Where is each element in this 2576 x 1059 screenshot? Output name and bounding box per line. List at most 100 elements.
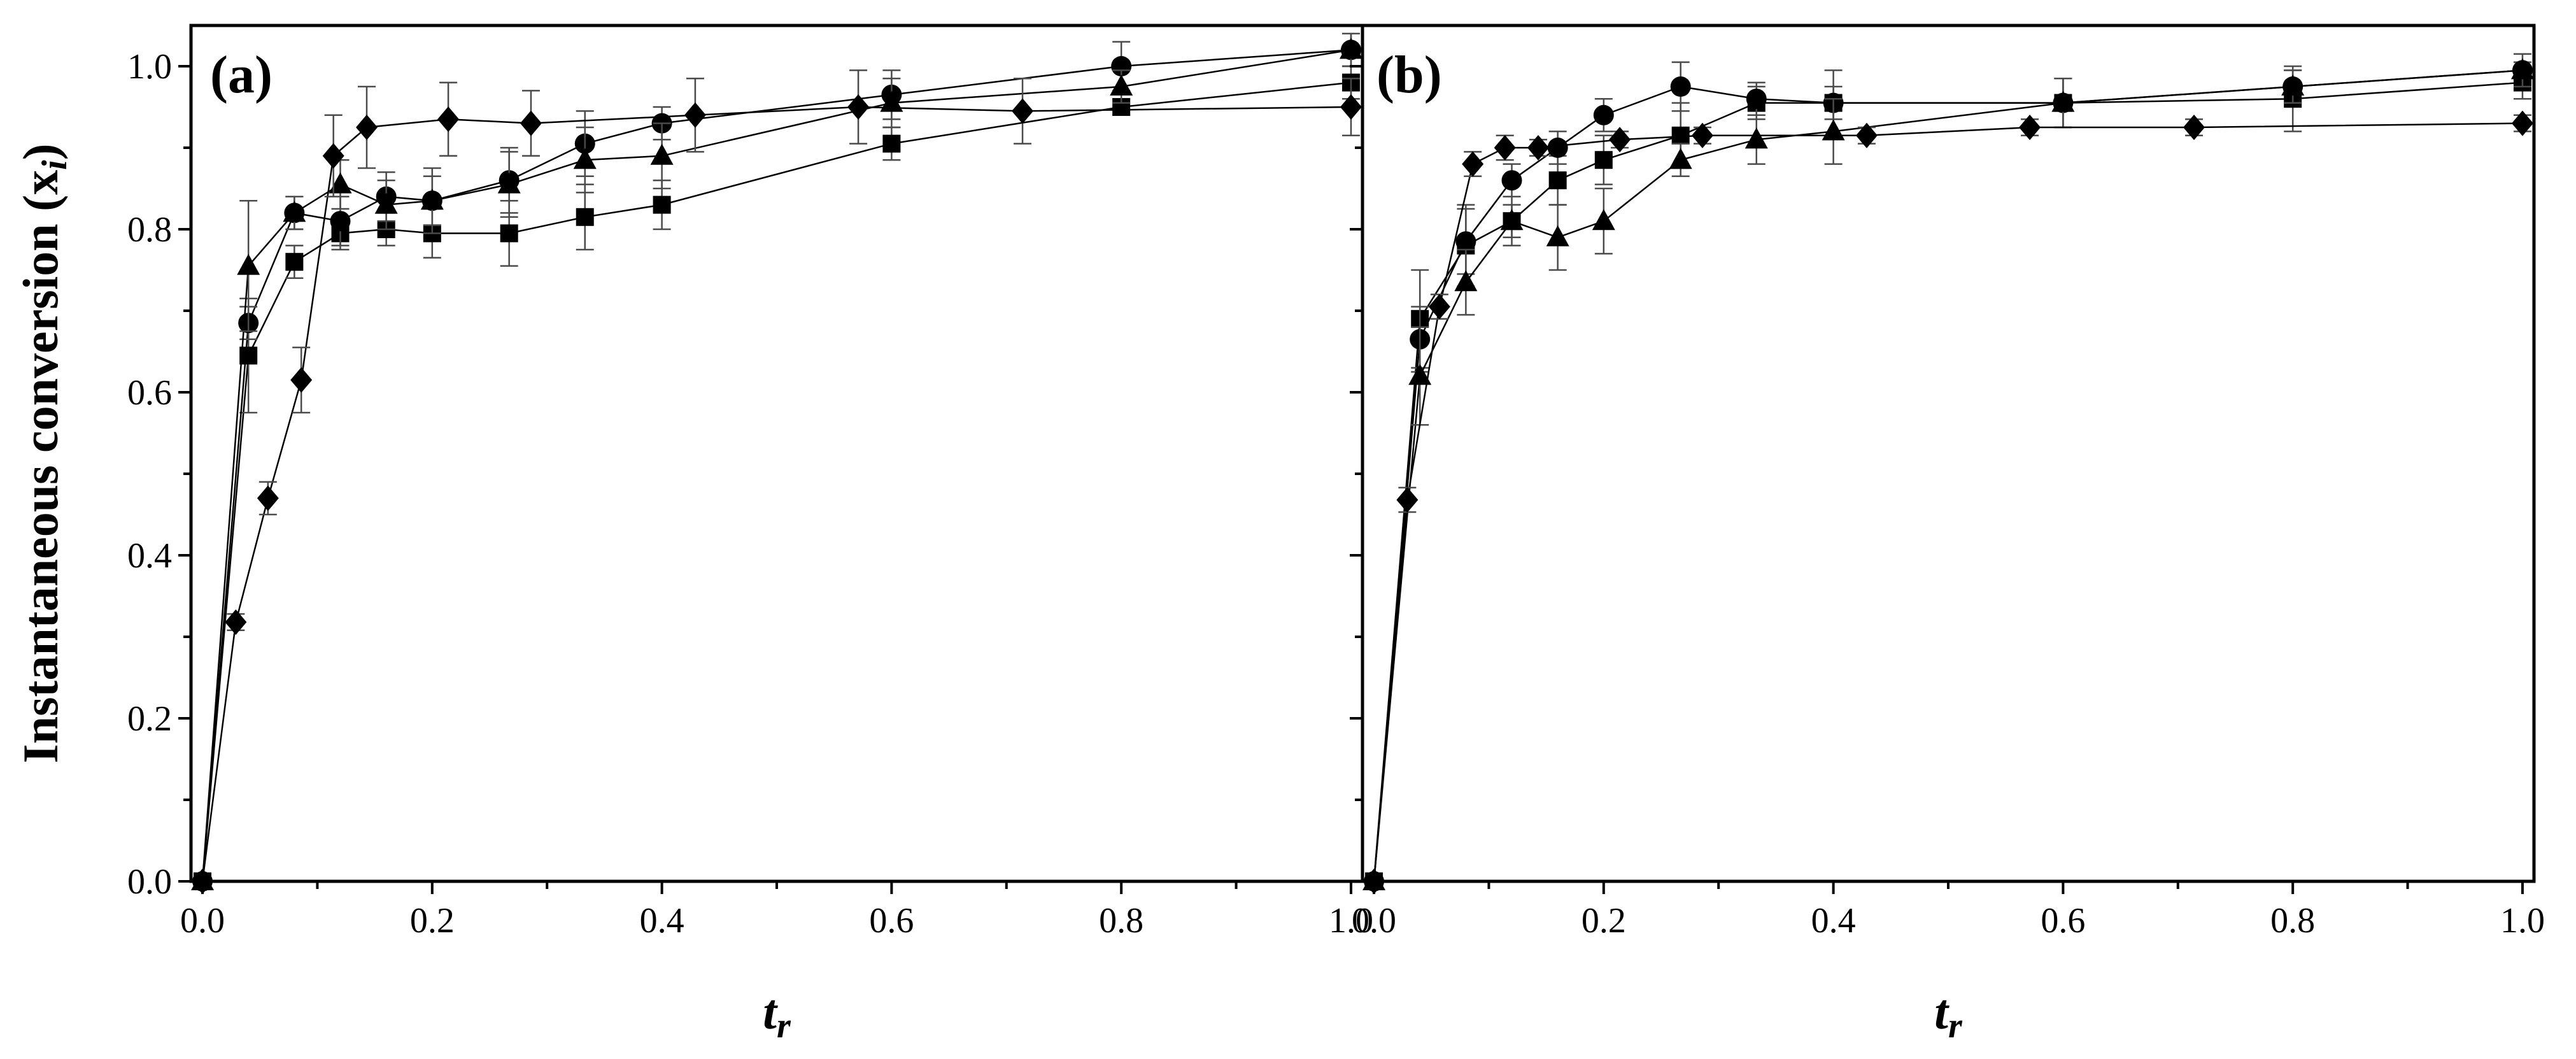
panel-b-diamond-marker [1855,122,1878,148]
panel-a-diamond-marker [225,609,247,635]
panel-a-plot-area [191,32,1362,894]
panel-b-triangle-marker [1592,209,1615,231]
panel-b-diamond-marker [1527,135,1549,160]
panel-b-diamond-marker [1428,294,1450,320]
panel-a-circle-line [201,49,1352,882]
panel-b-triangle-marker [1546,225,1569,246]
panel-b-triangle-marker [1408,364,1432,385]
panel-a-x-tick-label: 0.4 [640,901,684,941]
panel-b-circle-marker [1547,138,1568,158]
panel-b-diamond-marker [2183,115,2205,140]
panel-a-diamond-marker [520,110,542,136]
panel-a-series-diamond [192,69,1362,894]
panel-a-diamond-marker [290,367,313,393]
panel-b-triangle-marker [1500,209,1524,231]
panel-b-diamond-line [1373,122,2523,882]
panel-b-circle-marker [1670,76,1691,97]
panel-a-diamond-line [201,106,1352,882]
panel-a-square-marker [500,224,518,243]
panel-a-square-marker [285,253,304,271]
panel-b-plot-area [1362,53,2534,894]
panel-b-triangle-marker [2510,58,2534,80]
panel-b-tag: (b) [1376,45,1442,104]
panel-a-triangle-marker [650,143,674,165]
panel-a-y-ticks: 0.0 0.2 0.4 0.6 0.8 1.0 [127,47,191,902]
panel-a-x-tick-label: 0.0 [180,901,225,941]
panel-a-diamond-marker [356,115,378,140]
panel-b-circle-marker [1501,170,1522,191]
panel-a-diamond-marker [192,869,214,894]
panel-a-tag: (a) [210,45,272,104]
panel-b-triangle-marker [1454,270,1478,292]
panel-b-x-tick-label: 1.0 [2500,901,2545,941]
panel-a-y-tick-label: 0.0 [127,862,172,902]
panel-b-series-diamond [1363,110,2533,894]
panel-b-triangle-marker [1669,148,1692,169]
panel-a-diamond-marker [847,94,870,120]
panel-b-x-ticks: 0.0 0.2 0.4 0.6 0.8 1.0 [1352,881,2545,941]
panel-a-x-axis-title: tr [763,984,791,1046]
panel-a-x-tick-label: 0.6 [869,901,914,941]
panel-a-x-ticks: 0.0 0.2 0.4 0.6 0.8 1.0 [180,881,1373,941]
panel-a-triangle-marker [497,172,521,194]
panel-a-triangle-marker [283,201,306,222]
panel-a-diamond-marker [322,143,344,169]
panel-b-diamond-marker [1462,151,1484,177]
panel-a-square-marker [882,134,901,153]
panel-b-circle-marker [1593,104,1614,125]
panel-b: (b) 0.0 0.2 0.4 0.6 0.8 1.0 tr [1350,24,2545,1046]
panel-a-y-tick-label: 0.2 [127,699,172,739]
panel-b-triangle-marker [1744,127,1768,149]
panel-b-square-line [1373,82,2523,882]
panel-b-circle-marker [1746,89,1767,110]
panel-b-triangle-marker [2051,90,2075,112]
panel-b-diamond-marker [1363,869,1385,894]
panel-b-square-marker [1594,151,1613,169]
panel-b-diamond-marker [1396,487,1419,513]
panel-a-y-tick-label: 1.0 [127,47,172,87]
panel-a-diamond-marker [437,106,460,132]
panel-b-x-tick-label: 0.0 [1352,901,1396,941]
panel-b-x-axis-title: tr [1934,984,1963,1046]
panel-a-series-circle [192,32,1361,892]
panel-a-circle-marker [1111,56,1132,76]
panel-b-circle-marker [1455,231,1476,252]
panel-b-series-circle [1364,60,2533,892]
panel-b-x-tick-label: 0.6 [2041,901,2085,941]
panel-a-series-triangle [191,32,1362,890]
panel-a-triangle-marker [573,148,597,169]
panel-a-square-marker [653,195,671,214]
panel-a-y-tick-label: 0.4 [127,536,172,576]
panel-b-series-triangle [1362,53,2534,890]
panel-b-triangle-marker [2281,75,2305,96]
panel-b-x-tick-label: 0.2 [1582,901,1626,941]
panel-b-square-marker [1548,171,1567,190]
panel-b-diamond-marker [2019,115,2041,140]
panel-a-diamond-marker [257,485,279,511]
panel-b-diamond-marker [1691,122,1713,148]
panel-b-x-tick-label: 0.8 [2270,901,2315,941]
panel-b-diamond-marker [2511,110,2533,136]
panel-b-series-square [1365,65,2531,890]
panel-a-circle-marker [330,211,351,232]
panel-b-x-tick-label: 0.4 [1811,901,1856,941]
panel-a-y-tick-label: 0.6 [127,373,172,413]
panel-b-circle-line [1373,69,2523,882]
panel-a-triangle-marker [237,253,260,275]
panel-a-triangle-marker [1110,75,1133,96]
panel-a-triangle-marker [420,188,444,210]
panel-a-diamond-marker [1012,98,1034,124]
panel-b-triangle-line [1373,69,2523,882]
panel-a-x-tick-label: 0.8 [1099,901,1143,941]
panel-b-diamond-marker [1609,127,1631,153]
panel-a: (a) 0.0 0.2 0.4 0.6 0.8 1.0 0.0 0.2 0.4 0.6 0.8 1.… [127,24,1373,1046]
panel-a-series-square [194,65,1360,890]
panel-a-triangle-marker [880,90,903,112]
panel-b-diamond-marker [1494,135,1516,160]
y-axis-title: Instantaneous conversion (xi) [13,143,74,763]
panel-a-triangle-marker [374,192,398,214]
panel-a-x-tick-label: 1.0 [1329,901,1373,941]
panel-a-triangle-marker [329,172,352,194]
panel-a-triangle-marker [1339,38,1362,59]
